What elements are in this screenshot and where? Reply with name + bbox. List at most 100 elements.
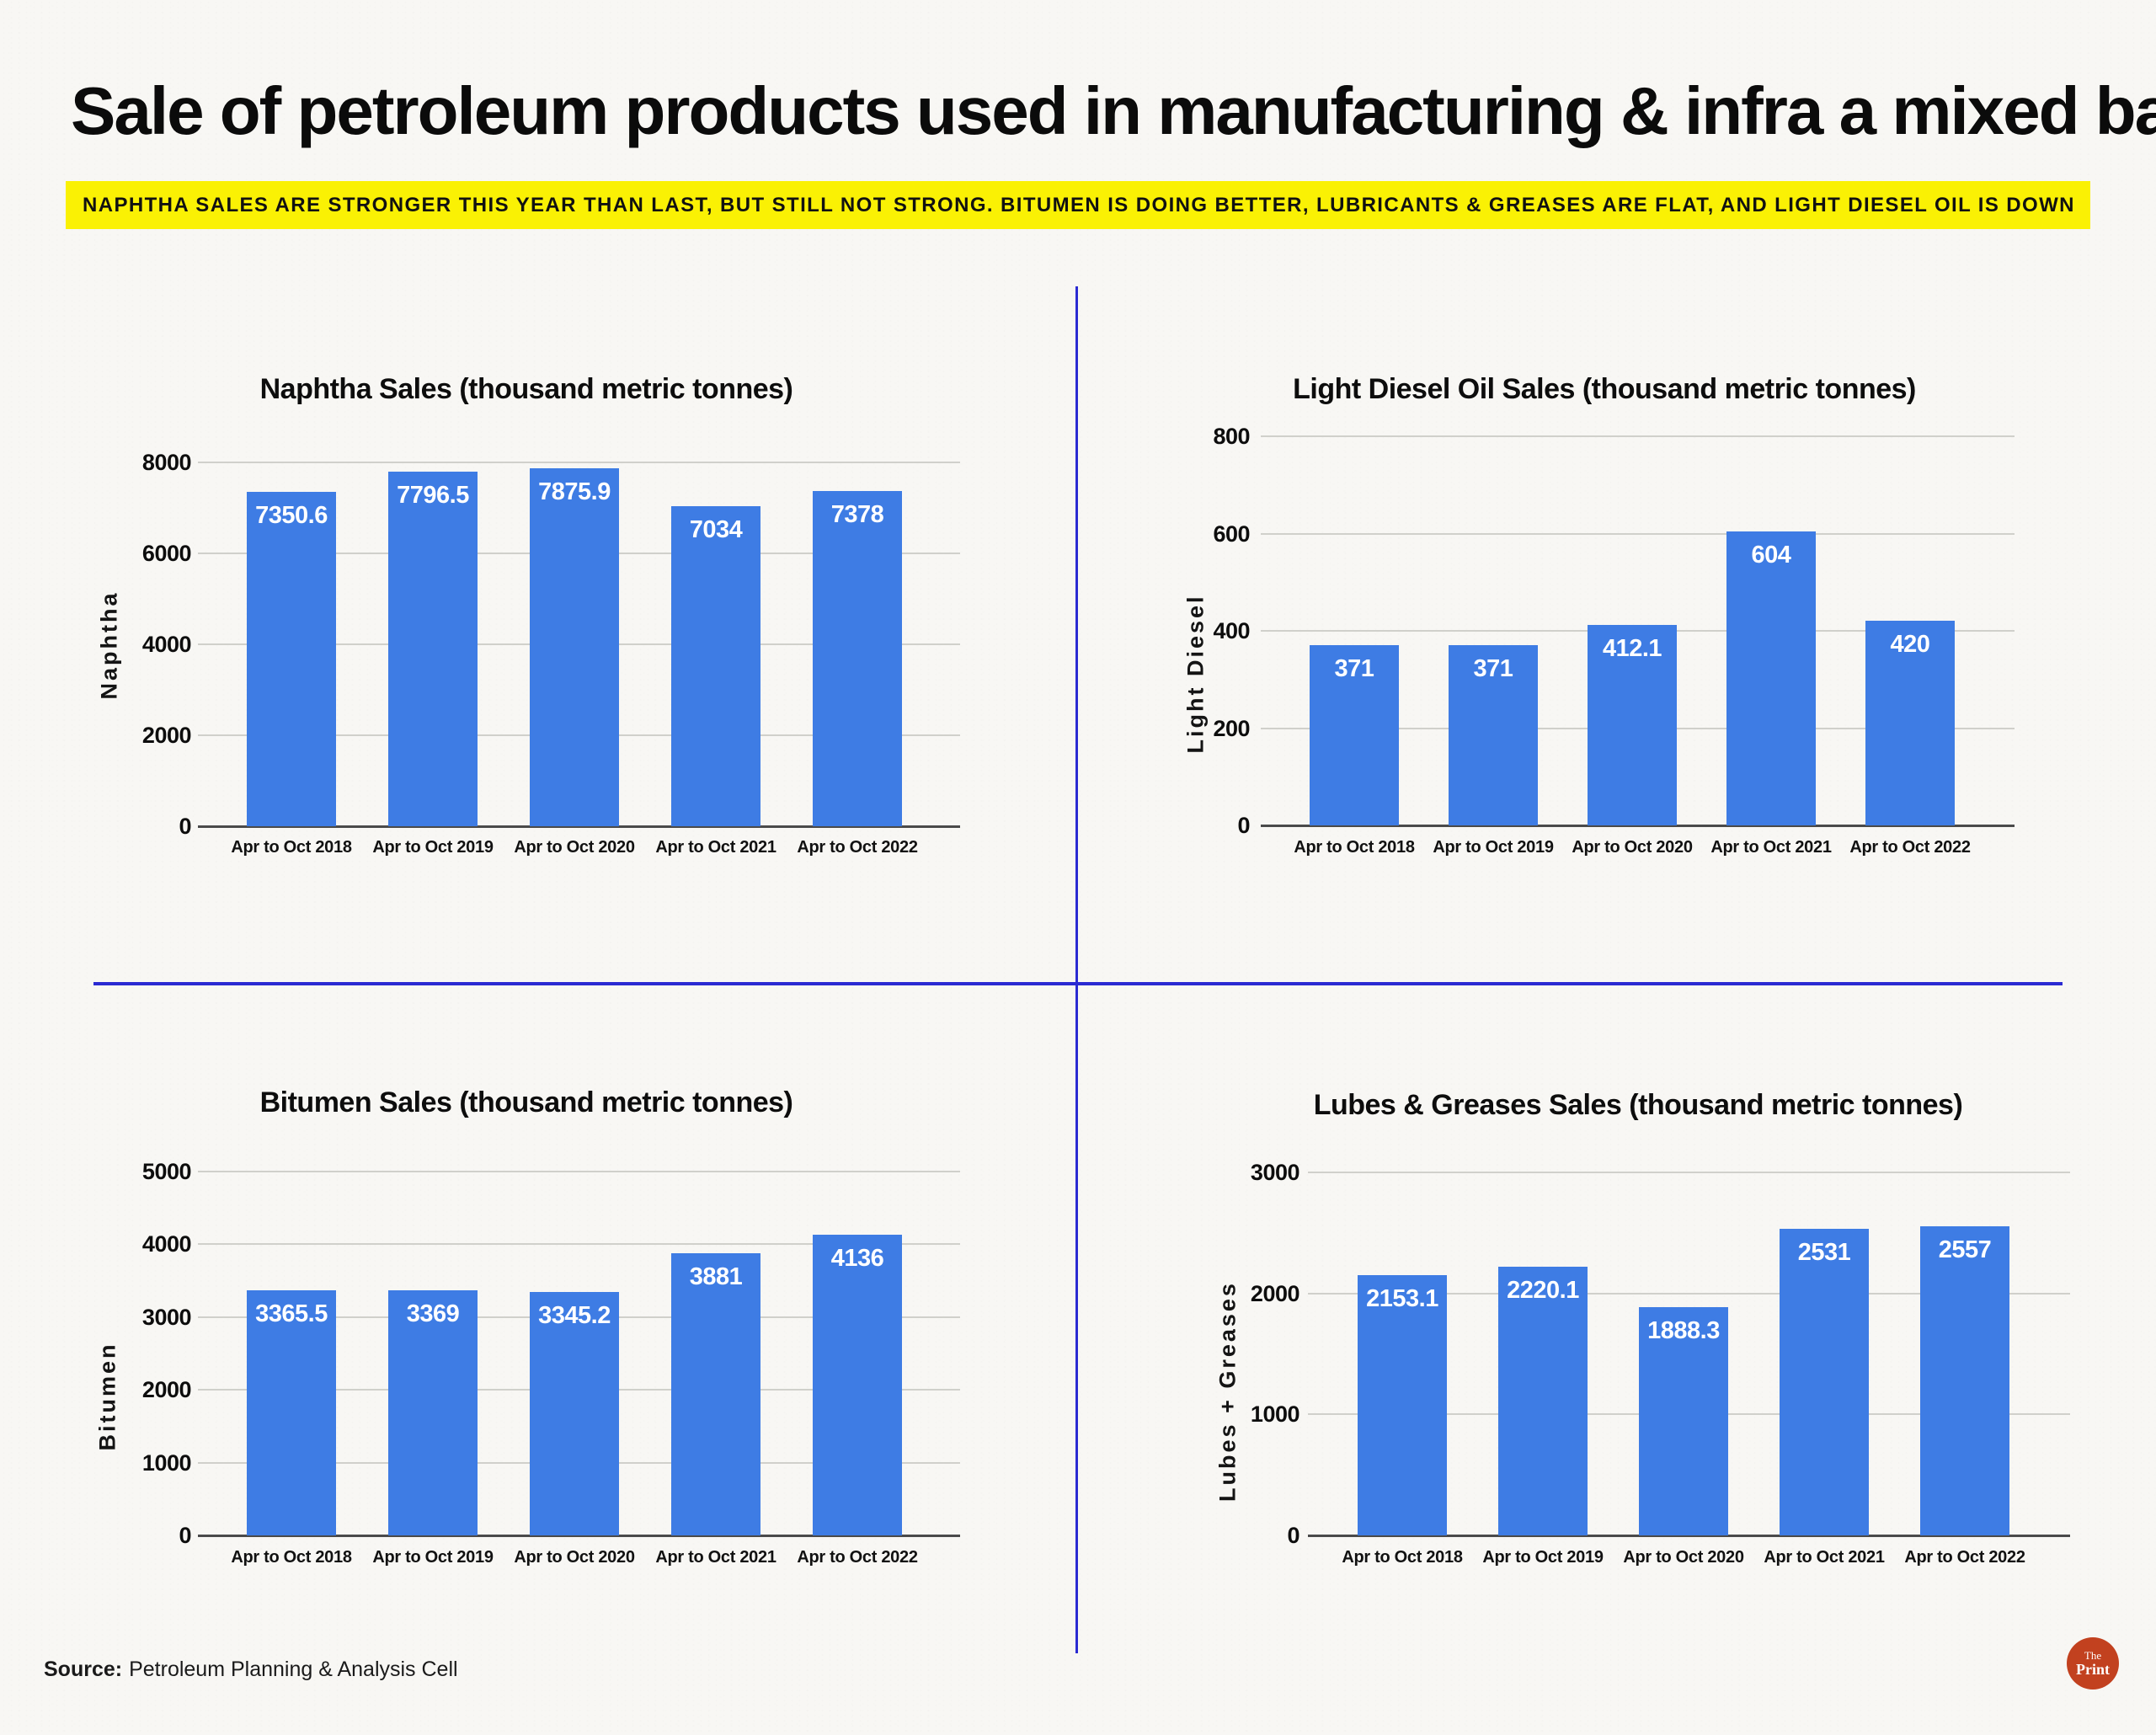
y-axis-title: Naphtha [96, 590, 122, 700]
gridline [1308, 1292, 2070, 1295]
bar: 2531 [1780, 1229, 1869, 1535]
bar-value-label: 7034 [689, 516, 743, 544]
bar-value-label: 4136 [830, 1244, 884, 1272]
bar-value-label: 3365.5 [255, 1300, 328, 1328]
gridline [198, 1316, 960, 1318]
gridline [1261, 532, 2015, 535]
y-tick-label: 400 [1213, 618, 1250, 643]
y-axis-title: Bitumen [94, 1342, 120, 1451]
page-subtitle: NAPHTHA SALES ARE STRONGER THIS YEAR THA… [66, 181, 2090, 229]
gridline [198, 462, 960, 463]
bar-value-label: 2153.1 [1366, 1284, 1438, 1312]
bar-value-label: 3369 [406, 1300, 460, 1327]
chart-title: Lubes & Greases Sales (thousand metric t… [1313, 1089, 1963, 1121]
bar: 371 [1310, 644, 1399, 825]
chart-title: Naphtha Sales (thousand metric tonnes) [259, 373, 793, 405]
y-tick-label: 4000 [141, 1231, 192, 1257]
gridline [1261, 727, 2015, 729]
gridline [198, 1243, 960, 1246]
y-tick-label: 0 [179, 814, 191, 839]
bar-value-label: 371 [1473, 654, 1513, 682]
gridline [198, 553, 960, 554]
x-axis-line [198, 1535, 960, 1537]
category-label: Apr to Oct 2020 [514, 838, 635, 857]
bar-value-label: 371 [1334, 654, 1374, 682]
bar-value-label: 2531 [1797, 1239, 1851, 1267]
bar: 3345.2 [530, 1291, 619, 1535]
y-tick-label: 800 [1213, 424, 1250, 449]
y-tick-label: 600 [1213, 520, 1250, 547]
bar: 3369 [388, 1289, 478, 1535]
y-tick-label: 0 [1287, 1523, 1299, 1548]
bar: 7034 [671, 506, 760, 826]
divider-horizontal [93, 982, 2063, 985]
y-tick-label: 2000 [141, 723, 192, 748]
theprint-logo: The Print [2067, 1637, 2119, 1690]
bar: 2557 [1920, 1225, 2009, 1535]
bar: 2220.1 [1498, 1267, 1588, 1535]
category-label: Apr to Oct 2021 [655, 1548, 776, 1567]
category-label: Apr to Oct 2019 [1433, 838, 1554, 857]
bar: 412.1 [1588, 625, 1677, 825]
gridline [198, 1461, 960, 1464]
gridline [198, 1171, 960, 1172]
y-tick-label: 5000 [141, 1159, 192, 1184]
category-label: Apr to Oct 2020 [1623, 1548, 1744, 1567]
y-axis-title: Lubes + Greases [1214, 1281, 1241, 1502]
category-label: Apr to Oct 2022 [1904, 1548, 2025, 1567]
bar-value-label: 2557 [1938, 1236, 1992, 1263]
category-label: Apr to Oct 2018 [231, 838, 352, 857]
gridline [198, 734, 960, 736]
source-line: Source: Petroleum Planning & Analysis Cel… [44, 1658, 458, 1682]
bar-value-label: 3345.2 [538, 1301, 611, 1329]
category-label: Apr to Oct 2021 [1710, 838, 1832, 857]
bar: 2153.1 [1358, 1274, 1447, 1535]
source-label: Source: [44, 1658, 123, 1681]
gridline [1261, 435, 2015, 437]
bar: 604 [1726, 531, 1816, 825]
gridline [198, 1389, 960, 1391]
bar: 3881 [671, 1252, 760, 1535]
y-tick-label: 0 [179, 1523, 191, 1548]
y-tick-label: 0 [1237, 813, 1250, 838]
y-tick-label: 1000 [141, 1449, 192, 1476]
gridline [1261, 630, 2015, 632]
category-label: Apr to Oct 2020 [514, 1548, 635, 1567]
y-tick-label: 200 [1213, 715, 1250, 741]
bar: 1888.3 [1639, 1306, 1728, 1535]
bar-value-label: 1888.3 [1647, 1316, 1720, 1344]
bar-value-label: 3881 [689, 1263, 743, 1290]
bar: 4136 [813, 1234, 902, 1535]
bar: 3365.5 [247, 1290, 336, 1535]
category-label: Apr to Oct 2022 [797, 838, 918, 857]
bar-value-label: 7796.5 [397, 481, 469, 509]
y-tick-label: 1000 [1250, 1401, 1300, 1428]
category-label: Apr to Oct 2022 [1849, 838, 1971, 857]
bar: 7875.9 [530, 467, 619, 826]
bar-value-label: 7350.6 [255, 502, 328, 530]
bar-value-label: 2220.1 [1507, 1277, 1579, 1305]
y-tick-label: 3000 [141, 1304, 192, 1330]
page-title: Sale of petroleum products used in manuf… [71, 73, 2156, 148]
category-label: Apr to Oct 2018 [1294, 838, 1415, 857]
bar: 7796.5 [388, 471, 478, 826]
y-tick-label: 3000 [1250, 1160, 1300, 1185]
gridline [1308, 1172, 2070, 1173]
bar: 7378 [813, 490, 902, 826]
logo-text-the: The [2084, 1649, 2102, 1662]
category-label: Apr to Oct 2019 [372, 1548, 494, 1567]
category-label: Apr to Oct 2018 [1342, 1548, 1463, 1567]
y-tick-label: 4000 [141, 632, 192, 657]
category-label: Apr to Oct 2020 [1572, 838, 1693, 857]
category-label: Apr to Oct 2021 [655, 838, 776, 857]
y-tick-label: 2000 [1250, 1280, 1300, 1306]
x-axis-line [1308, 1535, 2070, 1537]
bar-value-label: 7875.9 [538, 478, 611, 505]
y-axis-title: Light Diesel [1182, 594, 1209, 754]
bar-value-label: 412.1 [1602, 635, 1662, 662]
category-label: Apr to Oct 2019 [372, 838, 494, 857]
bar: 420 [1865, 621, 1955, 825]
